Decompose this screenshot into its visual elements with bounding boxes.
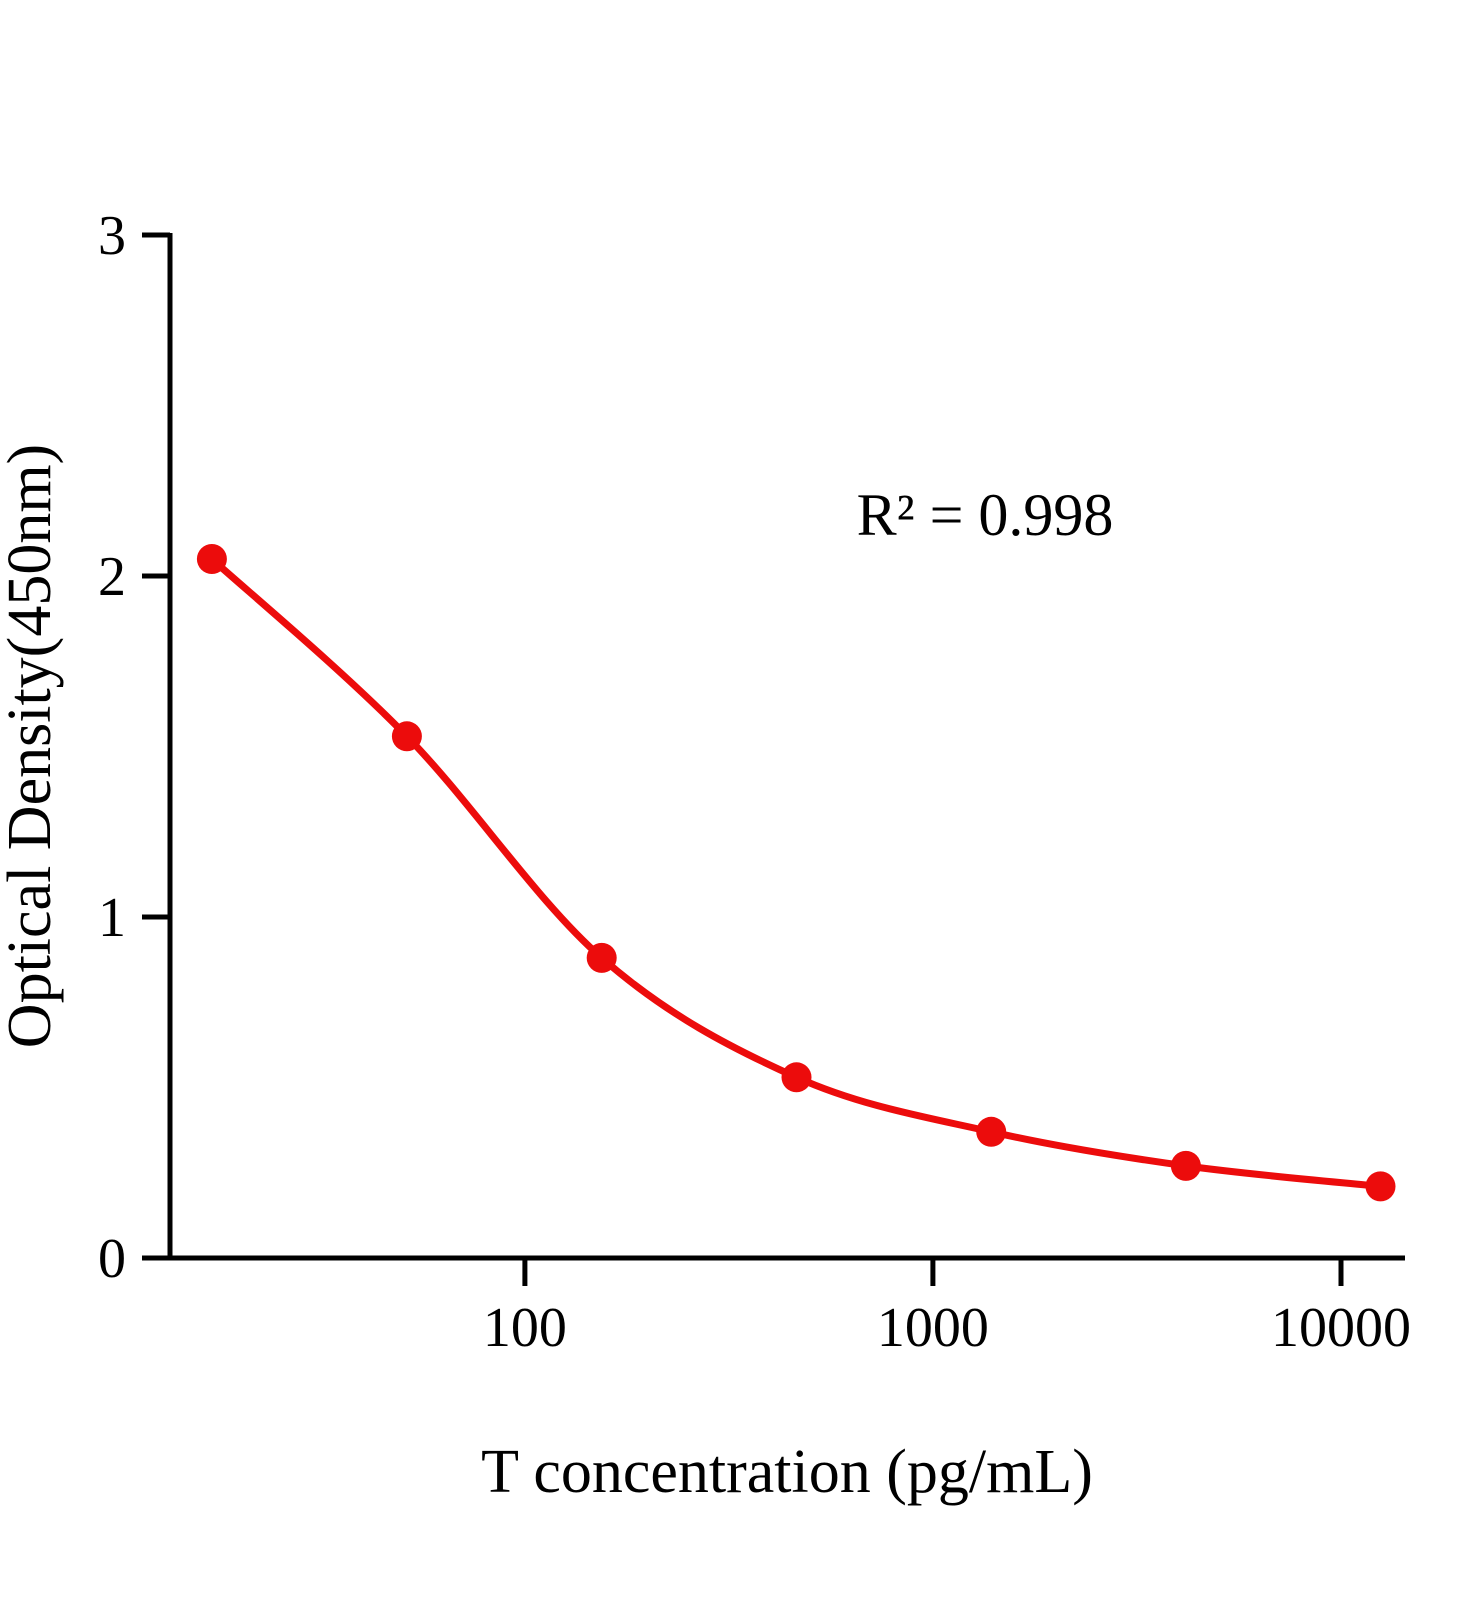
data-point bbox=[1365, 1171, 1396, 1202]
x-axis-tick-label: 100 bbox=[483, 1297, 567, 1359]
y-axis-tick-label: 1 bbox=[98, 887, 126, 949]
x-axis-tick-label: 1000 bbox=[877, 1297, 989, 1359]
x-axis-tick-label: 10000 bbox=[1271, 1297, 1411, 1359]
y-axis-title: Optical Density(450nm) bbox=[0, 444, 64, 1048]
data-point bbox=[586, 942, 617, 973]
y-axis-tick-label: 3 bbox=[98, 205, 126, 267]
data-point bbox=[976, 1116, 1007, 1147]
y-axis-tick-label: 2 bbox=[98, 546, 126, 608]
chart-generated-layer: 0 1 2 3 100 1000 10000 bbox=[98, 205, 1411, 1359]
data-point bbox=[391, 721, 422, 752]
r-squared-annotation: R² = 0.998 bbox=[857, 482, 1114, 548]
data-point bbox=[781, 1062, 812, 1093]
x-axis-title: T concentration (pg/mL) bbox=[481, 1438, 1093, 1506]
axes bbox=[167, 233, 1405, 1261]
data-point bbox=[1170, 1150, 1201, 1181]
y-axis-tick-label: 0 bbox=[98, 1228, 126, 1290]
data-point bbox=[196, 544, 227, 574]
